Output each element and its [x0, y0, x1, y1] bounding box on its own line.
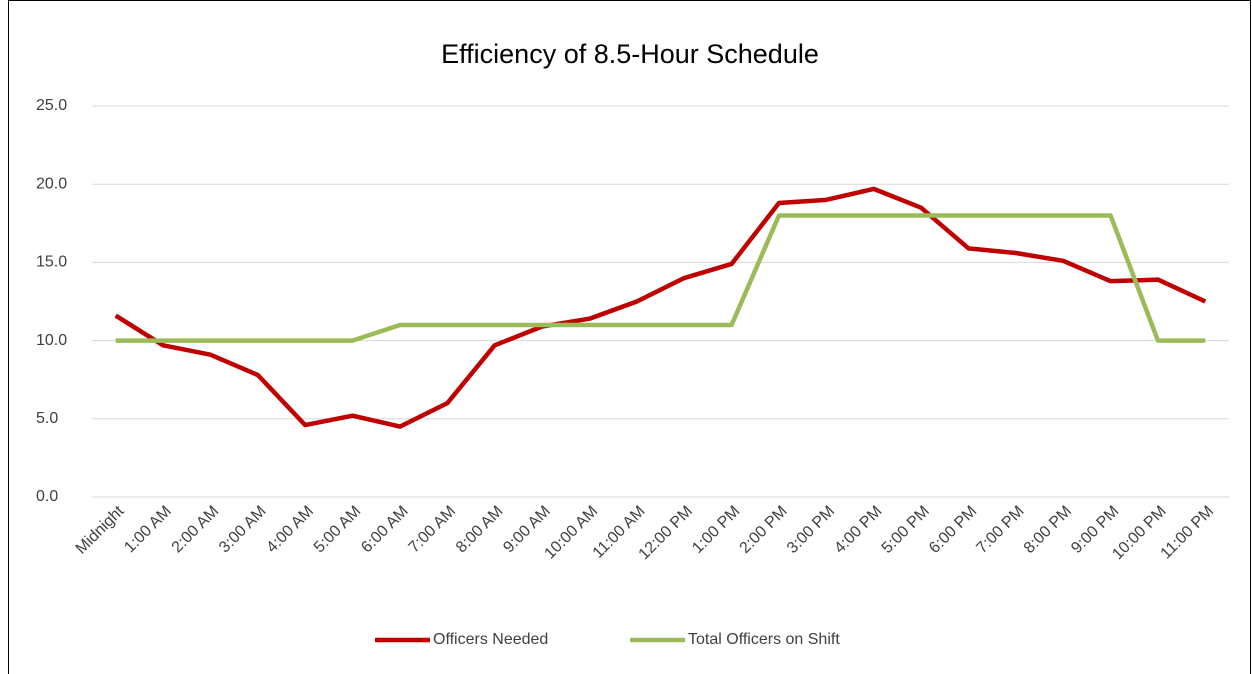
line-series	[115, 213, 1206, 343]
y-tick-label: 10.0	[36, 332, 67, 349]
y-tick-label: 0.0	[36, 488, 58, 505]
legend-label: Total Officers on Shift	[688, 631, 840, 648]
y-tick-label: 20.0	[36, 175, 67, 192]
line-series	[114, 186, 1207, 429]
y-tick-label: 15.0	[36, 254, 67, 271]
chart-frame	[8, 0, 1251, 674]
y-tick-label: 25.0	[36, 97, 67, 114]
y-tick-label: 5.0	[36, 410, 58, 427]
chart-title: Efficiency of 8.5-Hour Schedule	[441, 39, 819, 69]
legend-label: Officers Needed	[433, 631, 548, 648]
